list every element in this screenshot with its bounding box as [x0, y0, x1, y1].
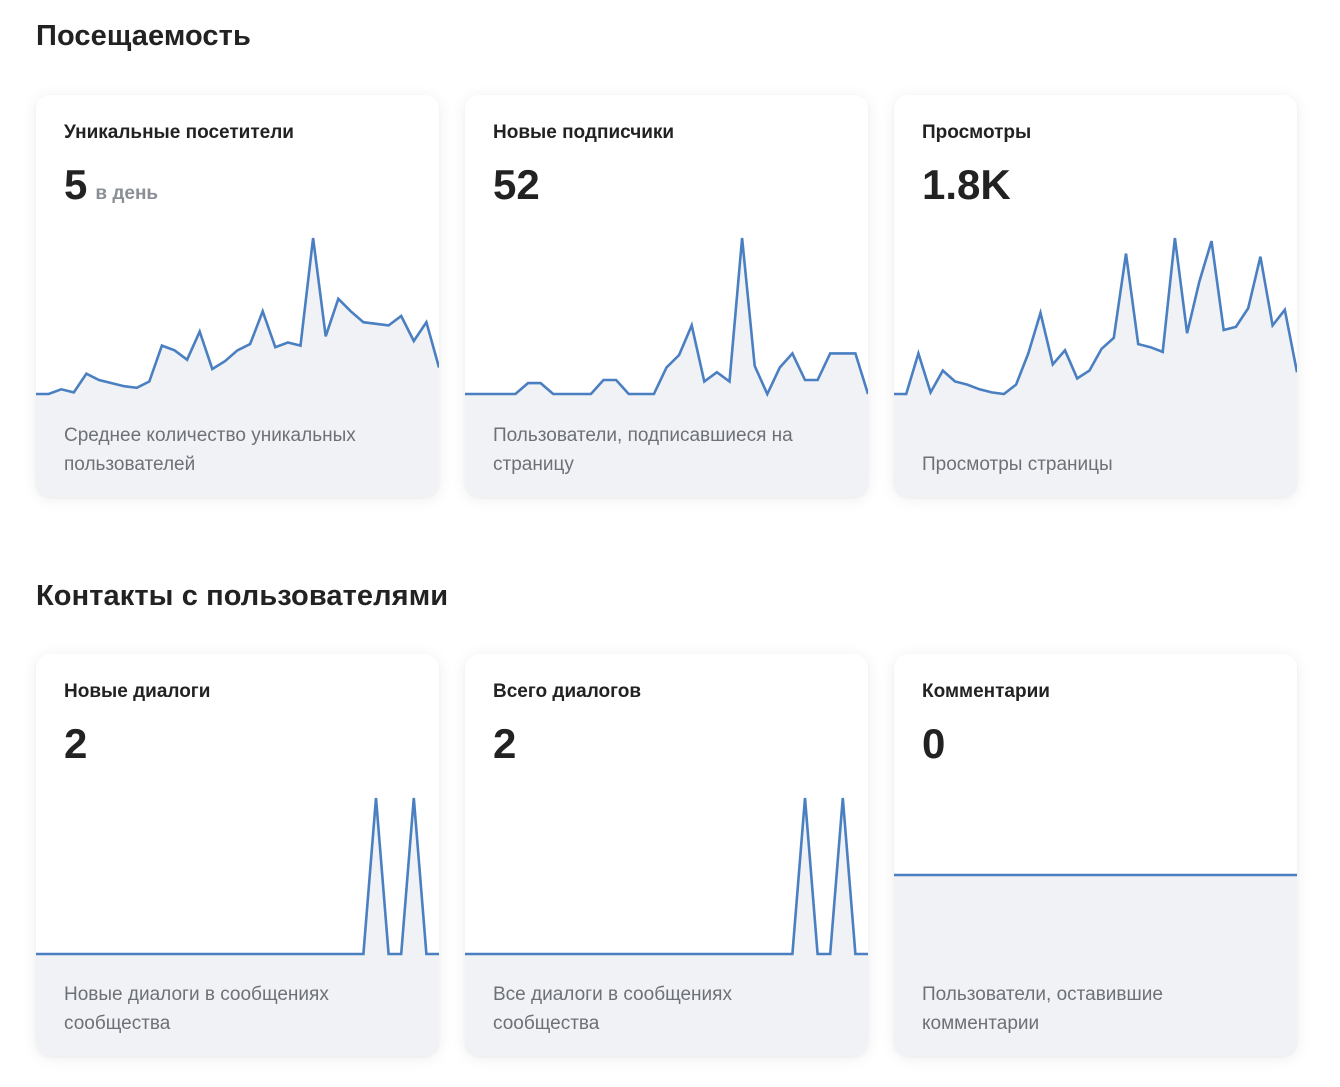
chart-line	[36, 797, 439, 956]
chart-new-subscribers	[465, 95, 868, 497]
value-number: 2	[64, 720, 88, 767]
card-total-dialogs[interactable]: Всего диалогов 2 Все диалоги в сообщения…	[465, 654, 868, 1056]
card-label: Всего диалогов	[493, 681, 642, 702]
chart-background	[465, 95, 868, 394]
card-value: 52	[493, 161, 540, 209]
card-label: Просмотры	[922, 122, 1032, 143]
chart-comments	[894, 654, 1297, 1056]
chart-line	[465, 797, 868, 956]
card-views[interactable]: Просмотры 1.8K Просмотры страницы	[894, 95, 1297, 497]
value-number: 52	[493, 161, 540, 208]
card-description: Пользователи, подписавшиеся на страницу	[493, 425, 793, 475]
card-value: 2	[64, 720, 87, 768]
card-description: Пользователи, оставившие комментарии	[922, 984, 1163, 1034]
card-value: 5 в день	[64, 161, 158, 209]
card-description: Среднее количество уникальных пользовате…	[64, 425, 356, 475]
card-value: 1.8K	[922, 161, 1011, 209]
value-number: 0	[922, 720, 946, 767]
chart-new-dialogs	[36, 654, 439, 1056]
value-number: 1.8K	[922, 161, 1011, 208]
chart-background	[36, 95, 439, 394]
card-label: Новые диалоги	[64, 681, 211, 702]
card-new-dialogs[interactable]: Новые диалоги 2 Новые диалоги в сообщени…	[36, 654, 439, 1056]
chart-background	[894, 95, 1297, 394]
card-value: 2	[493, 720, 516, 768]
card-description: Все диалоги в сообщениях сообщества	[493, 984, 732, 1034]
chart-line	[465, 237, 868, 398]
chart-background	[465, 654, 868, 954]
value-unit: в день	[95, 183, 159, 204]
section-title-attendance: Посещаемость	[36, 20, 251, 52]
value-number: 5	[64, 161, 88, 208]
chart-area	[36, 798, 439, 1056]
card-comments[interactable]: Комментарии 0 Пользователи, оставившие к…	[894, 654, 1297, 1056]
chart-line	[36, 237, 439, 396]
card-label: Уникальные посетители	[64, 122, 294, 143]
chart-background	[894, 654, 1297, 875]
card-description: Просмотры страницы	[922, 454, 1113, 475]
chart-unique-visitors	[36, 95, 439, 497]
chart-area	[465, 798, 868, 1056]
chart-area	[894, 875, 1297, 1056]
card-label: Новые подписчики	[493, 122, 675, 143]
chart-background	[36, 654, 439, 954]
card-new-subscribers[interactable]: Новые подписчики 52 Пользователи, подпис…	[465, 95, 868, 497]
chart-total-dialogs	[465, 654, 868, 1056]
card-value: 0	[922, 720, 945, 768]
card-label: Комментарии	[922, 681, 1050, 702]
chart-line	[894, 237, 1297, 396]
value-number: 2	[493, 720, 517, 767]
section-title-contacts: Контакты с пользователями	[36, 580, 449, 612]
chart-area	[894, 238, 1297, 497]
chart-views	[894, 95, 1297, 497]
card-description: Новые диалоги в сообщениях сообщества	[64, 984, 329, 1034]
card-unique-visitors[interactable]: Уникальные посетители 5 в день Среднее ко…	[36, 95, 439, 497]
